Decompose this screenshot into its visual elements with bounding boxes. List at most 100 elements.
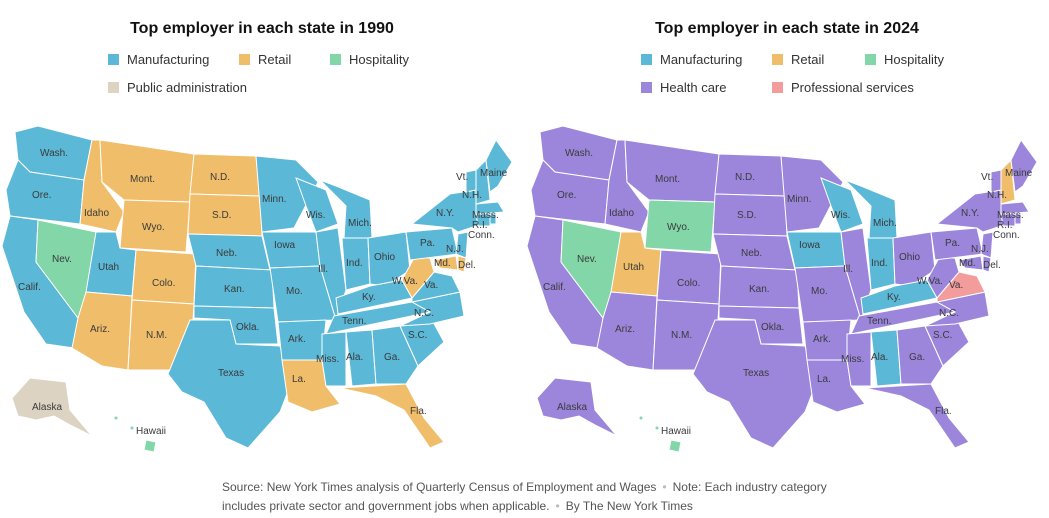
label-ore: Ore. bbox=[32, 190, 51, 201]
label-nm: N.M. bbox=[671, 330, 692, 341]
label-mich: Mich. bbox=[348, 218, 372, 229]
state-mass bbox=[1000, 201, 1030, 215]
label-tenn: Tenn. bbox=[342, 316, 366, 327]
label-alaska: Alaska bbox=[557, 402, 587, 413]
legend-item-retail: Retail bbox=[239, 52, 291, 67]
label-tenn: Tenn. bbox=[867, 316, 891, 327]
label-nm: N.M. bbox=[146, 330, 167, 341]
state-alaska bbox=[11, 377, 93, 437]
state-texas bbox=[167, 319, 291, 449]
state-wis bbox=[295, 177, 339, 233]
map-title-2024: Top employer in each state in 2024 bbox=[655, 20, 919, 37]
legend-item-retail: Retail bbox=[772, 52, 824, 67]
label-ny: N.Y. bbox=[436, 208, 454, 219]
source-text: Source: New York Times analysis of Quart… bbox=[222, 480, 657, 494]
label-mass: Mass. bbox=[997, 210, 1024, 221]
label-ga: Ga. bbox=[909, 352, 925, 363]
label-texas: Texas bbox=[743, 368, 769, 379]
state-maine bbox=[485, 139, 513, 193]
label-sd: S.D. bbox=[737, 210, 756, 221]
label-del: Del. bbox=[983, 260, 1001, 271]
legend-label: Manufacturing bbox=[127, 52, 210, 67]
hawaii-island bbox=[638, 415, 644, 421]
map-panel-1990: Top employer in each state in 1990 Manuf… bbox=[0, 0, 524, 470]
label-fla: Fla. bbox=[410, 406, 427, 417]
label-va: Va. bbox=[424, 280, 438, 291]
label-ky: Ky. bbox=[362, 292, 376, 303]
legend-swatch-hospitality bbox=[330, 54, 341, 65]
hawaii-island bbox=[129, 425, 135, 431]
label-idaho: Idaho bbox=[609, 208, 634, 219]
label-nh: N.H. bbox=[987, 190, 1007, 201]
state-conn bbox=[475, 213, 491, 227]
legend-item-hospitality: Hospitality bbox=[865, 52, 944, 67]
legend-label: Retail bbox=[791, 52, 825, 67]
label-wash: Wash. bbox=[565, 148, 593, 159]
legend-label: Health care bbox=[660, 80, 727, 95]
label-ark: Ark. bbox=[813, 334, 831, 345]
legend-swatch-manufacturing bbox=[641, 54, 652, 65]
label-sd: S.D. bbox=[212, 210, 231, 221]
label-mont: Mont. bbox=[655, 174, 680, 185]
label-va: Va. bbox=[949, 280, 963, 291]
legend-label: Retail bbox=[258, 52, 292, 67]
state-wva bbox=[401, 257, 435, 299]
label-ri: R.I. bbox=[997, 220, 1013, 231]
label-maine: Maine bbox=[1005, 168, 1033, 179]
label-iowa: Iowa bbox=[274, 240, 296, 251]
legend-item-health-care: Health care bbox=[641, 80, 726, 95]
state-ohio bbox=[892, 231, 936, 287]
label-pa: Pa. bbox=[420, 238, 435, 249]
label-ri: R.I. bbox=[472, 220, 488, 231]
label-ala: Ala. bbox=[871, 352, 888, 363]
label-okla: Okla. bbox=[761, 322, 784, 333]
map-title-1990: Top employer in each state in 1990 bbox=[130, 20, 394, 37]
label-ky: Ky. bbox=[887, 292, 901, 303]
state-del bbox=[457, 255, 467, 273]
legend-label: Hospitality bbox=[349, 52, 409, 67]
legend-item-professional-services: Professional services bbox=[772, 80, 914, 95]
state-wva bbox=[926, 257, 960, 299]
label-ore: Ore. bbox=[557, 190, 576, 201]
label-nd: N.D. bbox=[210, 172, 230, 183]
legend-label: Public administration bbox=[127, 80, 247, 95]
label-ind: Ind. bbox=[346, 258, 363, 269]
label-del: Del. bbox=[458, 260, 476, 271]
legend-item-manufacturing: Manufacturing bbox=[108, 52, 209, 67]
state-mont bbox=[99, 139, 195, 203]
label-sc: S.C. bbox=[933, 330, 952, 341]
state-wis bbox=[820, 177, 864, 233]
label-alaska: Alaska bbox=[32, 402, 62, 413]
label-mo: Mo. bbox=[286, 286, 303, 297]
label-iowa: Iowa bbox=[799, 240, 821, 251]
label-ala: Ala. bbox=[346, 352, 363, 363]
label-md: Md. bbox=[959, 258, 976, 269]
label-colo: Colo. bbox=[677, 278, 700, 289]
legend-swatch-manufacturing bbox=[108, 54, 119, 65]
state-fla bbox=[339, 383, 445, 449]
label-wis: Wis. bbox=[831, 210, 850, 221]
label-la: La. bbox=[292, 374, 306, 385]
label-hawaii: Hawaii bbox=[661, 426, 691, 437]
state-conn bbox=[1000, 213, 1016, 227]
state-wyo bbox=[119, 199, 191, 253]
label-maine: Maine bbox=[480, 168, 508, 179]
hawaii-island bbox=[654, 425, 660, 431]
label-wva: W.Va. bbox=[917, 276, 943, 287]
state-del bbox=[982, 255, 992, 273]
label-conn: Conn. bbox=[993, 230, 1020, 241]
label-mo: Mo. bbox=[811, 286, 828, 297]
state-hawaii bbox=[143, 439, 157, 453]
state-colo bbox=[131, 249, 197, 305]
label-hawaii: Hawaii bbox=[136, 426, 166, 437]
label-wyo: Wyo. bbox=[667, 222, 690, 233]
separator-dot: • bbox=[662, 480, 667, 494]
label-mich: Mich. bbox=[873, 218, 897, 229]
label-ariz: Ariz. bbox=[90, 324, 110, 335]
label-ohio: Ohio bbox=[899, 252, 921, 263]
label-kan: Kan. bbox=[749, 284, 770, 295]
legend-swatch-retail bbox=[239, 54, 250, 65]
label-wyo: Wyo. bbox=[142, 222, 165, 233]
label-conn: Conn. bbox=[468, 230, 495, 241]
state-idaho bbox=[604, 139, 650, 233]
